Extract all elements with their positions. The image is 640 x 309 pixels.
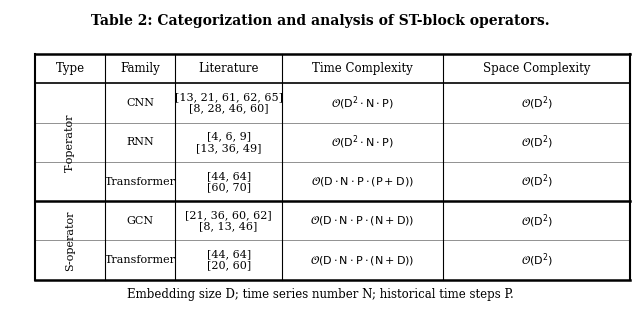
Text: Embedding size D; time series number N; historical time steps P.: Embedding size D; time series number N; … <box>127 288 513 301</box>
Text: $\mathcal{O}(\mathrm{D} \cdot \mathrm{N} \cdot \mathrm{P} \cdot (\mathrm{P} + \m: $\mathcal{O}(\mathrm{D} \cdot \mathrm{N}… <box>311 175 414 188</box>
Text: $\mathcal{O}(\mathrm{D}^2)$: $\mathcal{O}(\mathrm{D}^2)$ <box>521 251 552 269</box>
Text: Type: Type <box>56 62 85 75</box>
Text: GCN: GCN <box>127 216 154 226</box>
Text: $\mathcal{O}(\mathrm{D}^2)$: $\mathcal{O}(\mathrm{D}^2)$ <box>521 94 552 112</box>
Text: Transformer: Transformer <box>105 176 176 187</box>
Text: S-operator: S-operator <box>65 210 76 271</box>
Text: Family: Family <box>120 62 160 75</box>
Text: Space Complexity: Space Complexity <box>483 62 590 75</box>
Text: $\mathcal{O}(\mathrm{D}^2 \cdot \mathrm{N} \cdot \mathrm{P})$: $\mathcal{O}(\mathrm{D}^2 \cdot \mathrm{… <box>332 133 394 151</box>
Text: [8, 28, 46, 60]: [8, 28, 46, 60] <box>189 104 268 114</box>
Text: [60, 70]: [60, 70] <box>207 182 251 192</box>
Text: Table 2: Categorization and analysis of ST-block operators.: Table 2: Categorization and analysis of … <box>91 14 549 28</box>
Text: CNN: CNN <box>126 98 154 108</box>
Text: T-operator: T-operator <box>65 113 76 171</box>
Text: [21, 36, 60, 62]: [21, 36, 60, 62] <box>185 210 272 220</box>
Text: [20, 60]: [20, 60] <box>207 260 251 271</box>
Text: Literature: Literature <box>198 62 259 75</box>
Text: RNN: RNN <box>126 137 154 147</box>
Text: [13, 21, 61, 62, 65]: [13, 21, 61, 62, 65] <box>175 92 283 103</box>
Text: [4, 6, 9]: [4, 6, 9] <box>207 132 251 142</box>
Text: $\mathcal{O}(\mathrm{D} \cdot \mathrm{N} \cdot \mathrm{P} \cdot (\mathrm{N} + \m: $\mathcal{O}(\mathrm{D} \cdot \mathrm{N}… <box>310 253 415 267</box>
Text: $\mathcal{O}(\mathrm{D} \cdot \mathrm{N} \cdot \mathrm{P} \cdot (\mathrm{N} + \m: $\mathcal{O}(\mathrm{D} \cdot \mathrm{N}… <box>310 214 415 227</box>
Text: $\mathcal{O}(\mathrm{D}^2)$: $\mathcal{O}(\mathrm{D}^2)$ <box>521 212 552 230</box>
Text: [44, 64]: [44, 64] <box>207 249 251 260</box>
Text: [8, 13, 46]: [8, 13, 46] <box>200 221 258 231</box>
Text: $\mathcal{O}(\mathrm{D}^2 \cdot \mathrm{N} \cdot \mathrm{P})$: $\mathcal{O}(\mathrm{D}^2 \cdot \mathrm{… <box>332 94 394 112</box>
Text: $\mathcal{O}(\mathrm{D}^2)$: $\mathcal{O}(\mathrm{D}^2)$ <box>521 173 552 190</box>
Text: [13, 36, 49]: [13, 36, 49] <box>196 143 261 153</box>
Text: [44, 64]: [44, 64] <box>207 171 251 181</box>
Text: $\mathcal{O}(\mathrm{D}^2)$: $\mathcal{O}(\mathrm{D}^2)$ <box>521 133 552 151</box>
Text: Transformer: Transformer <box>105 255 176 265</box>
Text: Time Complexity: Time Complexity <box>312 62 413 75</box>
